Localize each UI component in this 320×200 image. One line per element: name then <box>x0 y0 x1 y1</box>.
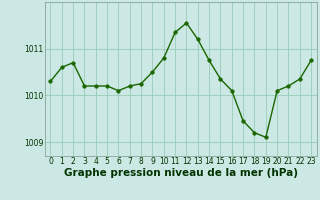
X-axis label: Graphe pression niveau de la mer (hPa): Graphe pression niveau de la mer (hPa) <box>64 168 298 178</box>
